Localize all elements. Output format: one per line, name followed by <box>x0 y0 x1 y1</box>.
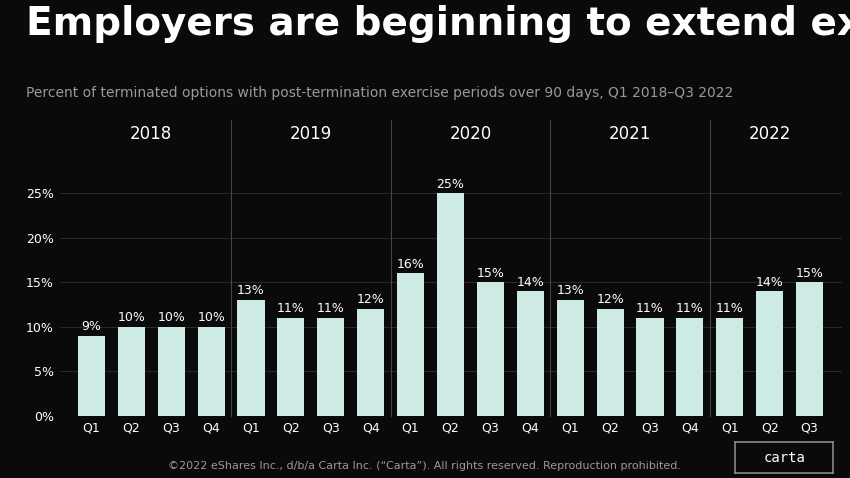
Text: 14%: 14% <box>517 276 544 289</box>
Bar <box>157 327 184 416</box>
Text: 11%: 11% <box>676 302 704 315</box>
Text: Employers are beginning to extend exercise windows: Employers are beginning to extend exerci… <box>26 5 850 43</box>
Text: 2018: 2018 <box>130 125 173 143</box>
Text: 11%: 11% <box>317 302 345 315</box>
Text: 2019: 2019 <box>290 125 332 143</box>
Text: Percent of terminated options with post-termination exercise periods over 90 day: Percent of terminated options with post-… <box>26 86 733 100</box>
Text: 15%: 15% <box>796 267 824 280</box>
Bar <box>78 336 105 416</box>
Text: 25%: 25% <box>437 178 464 191</box>
Text: 10%: 10% <box>117 311 145 324</box>
Text: 2022: 2022 <box>749 125 790 143</box>
Bar <box>437 193 464 416</box>
Text: ©2022 eShares Inc., d/b/a Carta Inc. (“Carta”). All rights reserved. Reproductio: ©2022 eShares Inc., d/b/a Carta Inc. (“C… <box>168 461 682 471</box>
Text: 11%: 11% <box>716 302 744 315</box>
Text: 12%: 12% <box>596 293 624 306</box>
Text: 16%: 16% <box>397 258 424 271</box>
Bar <box>477 282 504 416</box>
Text: 10%: 10% <box>157 311 185 324</box>
Text: 2021: 2021 <box>609 125 651 143</box>
Text: 15%: 15% <box>477 267 504 280</box>
Bar <box>118 327 144 416</box>
Text: 2020: 2020 <box>450 125 491 143</box>
Text: 14%: 14% <box>756 276 784 289</box>
Text: 11%: 11% <box>277 302 305 315</box>
Bar <box>517 291 544 416</box>
Bar <box>677 318 704 416</box>
Text: 11%: 11% <box>636 302 664 315</box>
Bar <box>397 273 424 416</box>
Bar <box>317 318 344 416</box>
Bar <box>277 318 304 416</box>
Bar <box>597 309 624 416</box>
Bar <box>197 327 224 416</box>
Text: carta: carta <box>763 451 805 465</box>
Bar <box>717 318 744 416</box>
Bar <box>637 318 664 416</box>
Bar <box>357 309 384 416</box>
Bar <box>796 282 823 416</box>
Bar <box>557 300 584 416</box>
Text: 13%: 13% <box>237 284 265 297</box>
Bar <box>756 291 783 416</box>
Bar <box>237 300 264 416</box>
Text: 13%: 13% <box>556 284 584 297</box>
Text: 12%: 12% <box>357 293 384 306</box>
Text: 9%: 9% <box>82 320 101 333</box>
Text: 10%: 10% <box>197 311 225 324</box>
